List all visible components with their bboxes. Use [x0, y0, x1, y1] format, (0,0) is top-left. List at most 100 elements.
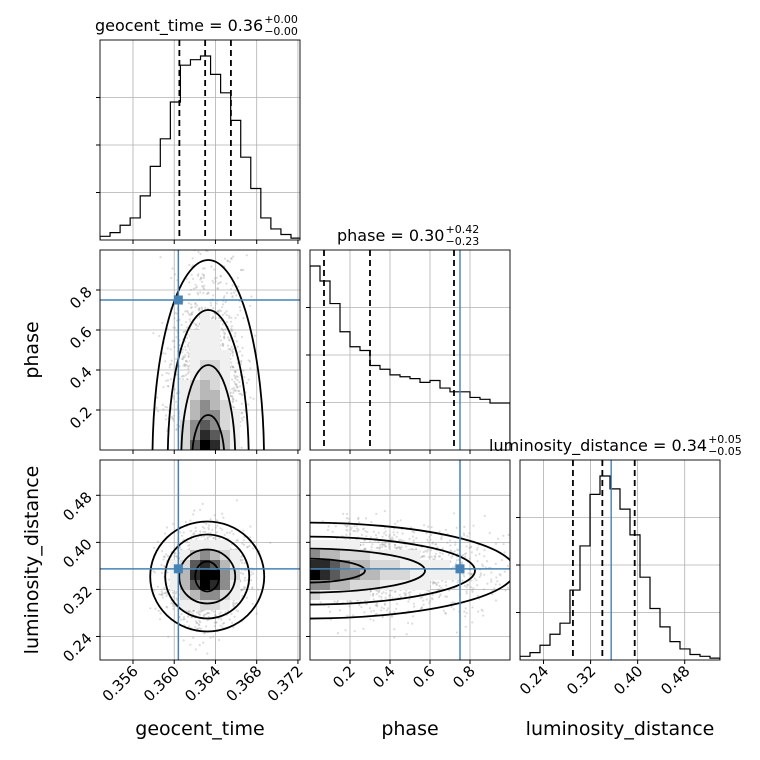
scatter-point [365, 535, 368, 538]
scatter-point [445, 595, 449, 598]
scatter-point [451, 601, 454, 604]
scatter-point [185, 359, 188, 362]
scatter-point [199, 291, 202, 294]
scatter-point [382, 532, 386, 535]
contour-level [180, 364, 236, 450]
scatter-point [393, 611, 396, 614]
scatter-point [517, 565, 519, 567]
scatter-point [428, 602, 431, 605]
scatter-point [207, 528, 210, 531]
scatter-point [247, 378, 250, 381]
scatter-point [349, 528, 352, 531]
scatter-point [434, 552, 438, 555]
scatter-point [433, 581, 436, 584]
scatter-point [347, 517, 350, 520]
scatter-point [465, 590, 468, 593]
scatter-point [162, 386, 165, 389]
scatter-point [192, 513, 195, 516]
density-bin [210, 350, 220, 360]
density-bin [200, 430, 210, 440]
scatter-panel-geocent_time-luminosity_distance [100, 460, 300, 660]
scatter-point [451, 554, 454, 557]
scatter-point [336, 599, 339, 603]
scatter-point [440, 586, 443, 589]
scatter-point [201, 526, 204, 529]
density-bin [230, 420, 240, 430]
scatter-point [166, 606, 169, 609]
scatter-point [175, 336, 178, 339]
density-bin [200, 380, 210, 390]
scatter-point [440, 558, 444, 561]
scatter-point [230, 543, 233, 546]
scatter-point [432, 558, 435, 561]
scatter-point [218, 281, 221, 284]
scatter-point [231, 396, 234, 399]
scatter-point [242, 529, 245, 532]
scatter-point [194, 626, 197, 629]
density-bin [220, 590, 230, 600]
scatter-point [242, 539, 245, 542]
scatter-point [372, 530, 375, 533]
scatter-point [158, 334, 161, 338]
density-bin [340, 560, 350, 570]
scatter-point [394, 522, 397, 526]
scatter-point [421, 555, 424, 558]
density-bin [340, 580, 350, 590]
scatter-point [161, 403, 164, 406]
scatter-point [175, 590, 178, 593]
x-tick-label: 0.6 [409, 662, 439, 692]
scatter-point [217, 282, 220, 285]
scatter-point [201, 285, 204, 288]
density-bin [310, 560, 320, 570]
scatter-point [195, 323, 198, 326]
scatter-point [209, 301, 212, 304]
scatter-point [186, 360, 189, 363]
scatter-point [223, 336, 226, 339]
scatter-point [232, 397, 235, 401]
scatter-point [215, 621, 218, 624]
scatter-point [149, 607, 152, 610]
density-bin [210, 600, 220, 610]
scatter-point [427, 525, 430, 528]
scatter-point [493, 587, 496, 590]
scatter-point [434, 581, 437, 584]
scatter-point [399, 538, 402, 541]
scatter-point [439, 593, 442, 596]
scatter-point [430, 597, 433, 600]
scatter-point [442, 609, 445, 612]
scatter-point [364, 599, 367, 602]
density-bin [200, 550, 210, 560]
density-bin [310, 570, 320, 580]
scatter-point [182, 639, 185, 642]
scatter-point [240, 555, 243, 558]
density-bin [180, 380, 190, 390]
scatter-point [391, 536, 394, 539]
scatter-point [201, 280, 204, 283]
scatter-point [467, 572, 470, 575]
scatter-point [225, 313, 228, 317]
scatter-point [184, 340, 187, 343]
contours [310, 521, 510, 620]
scatter-point [365, 517, 368, 520]
density-bin [220, 370, 230, 380]
scatter-point [375, 589, 378, 592]
scatter-point [228, 316, 231, 319]
scatter-point [194, 302, 197, 305]
scatter-point [211, 316, 214, 319]
scatter-point [435, 583, 438, 587]
density-bin [190, 330, 200, 340]
scatter-point [223, 533, 226, 537]
scatter-point [176, 228, 178, 230]
density-bin [210, 320, 220, 330]
scatter-point [222, 296, 225, 299]
scatter-point [234, 371, 237, 374]
scatter-point [490, 571, 493, 574]
scatter-point [232, 399, 235, 402]
scatter-point [384, 596, 387, 599]
scatter-point [240, 588, 243, 591]
x-tick-label: 0.372 [264, 662, 307, 705]
scatter-point [193, 322, 196, 325]
scatter-point [235, 499, 239, 502]
density-bin [370, 570, 380, 580]
scatter-point [369, 536, 372, 539]
